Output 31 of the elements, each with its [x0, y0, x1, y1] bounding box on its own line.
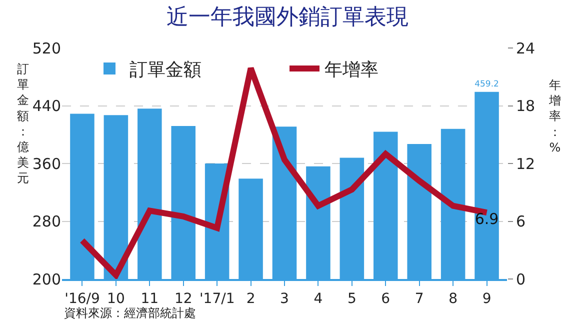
x-tick-label: 3	[280, 290, 289, 307]
y2-axis-title: 年增率：%	[548, 78, 561, 154]
x-tick-label: 5	[347, 290, 356, 307]
legend-label: 訂單金額	[130, 60, 202, 81]
source-note: 資料來源：經濟部統計處	[64, 306, 196, 320]
y-axis-title: 訂單金額：億美元	[17, 62, 29, 186]
x-tick-label: 2	[246, 290, 256, 307]
legend-label: 年增率	[324, 60, 378, 81]
y2-tick-label: 12	[516, 154, 536, 173]
x-tick-label: 4	[314, 290, 323, 307]
x-tick-label: 10	[107, 290, 125, 307]
x-tick-label: '16/9	[64, 290, 100, 307]
chart-title: 近一年我國外銷訂單表現	[166, 4, 408, 30]
data-label: 459.2	[474, 78, 499, 89]
x-tick-label: 12	[174, 290, 192, 307]
x-tick-label: 11	[140, 290, 159, 307]
x-tick-label: 7	[414, 290, 424, 307]
data-label: 6.9	[474, 210, 499, 228]
x-tick-label: 9	[482, 290, 492, 307]
x-tick-label: '17/1	[199, 290, 235, 307]
y-tick-label: 440	[32, 97, 61, 115]
y2-tick-label: 24	[516, 39, 536, 58]
x-tick-label: 6	[381, 290, 390, 307]
x-tick-label: 8	[448, 290, 458, 307]
y-tick-label: 360	[32, 154, 61, 173]
y2-tick-label: 6	[516, 212, 526, 230]
y2-tick-label: 0	[516, 270, 526, 288]
y-tick-label: 200	[32, 270, 61, 288]
y-tick-label: 280	[32, 212, 61, 230]
y-tick-label: 520	[32, 39, 61, 58]
y2-tick-label: 18	[516, 97, 536, 115]
